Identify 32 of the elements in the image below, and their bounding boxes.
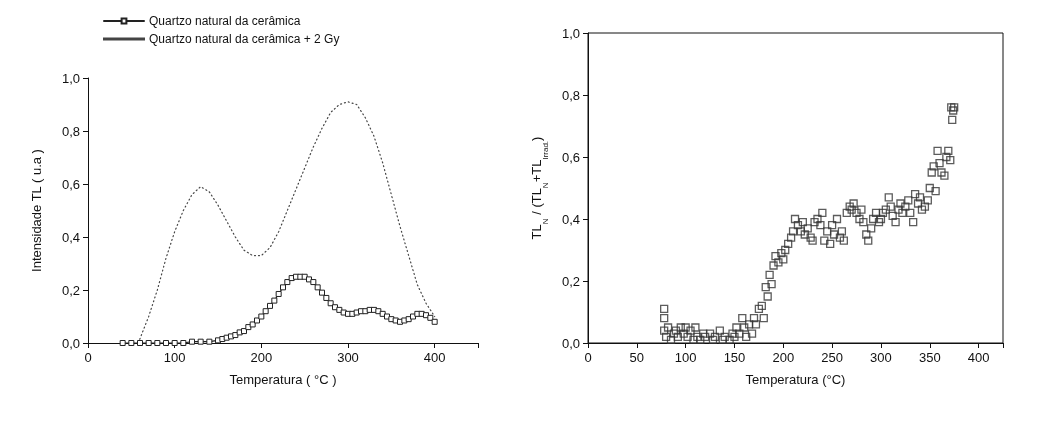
- y-tick-label: 0,2: [561, 273, 580, 289]
- x-tick-label: 50: [629, 350, 645, 365]
- y-tick-label: 0,0: [561, 335, 580, 351]
- y-tick-label: 0,0: [61, 335, 80, 351]
- x-tick-label: 0: [84, 350, 92, 365]
- y-tick-label: 0,8: [561, 87, 580, 103]
- y-tick-label: 1,0: [561, 25, 580, 41]
- x-tick-label: 100: [163, 350, 186, 365]
- y-tick-label: 0,6: [61, 176, 80, 192]
- x-axis-title: Temperatura (°C): [745, 372, 846, 387]
- x-tick-label: 0: [584, 350, 592, 365]
- y-tick-label: 0,6: [561, 149, 580, 165]
- y-tick-label: 0,4: [561, 211, 580, 227]
- y-tick-label: 0,2: [61, 282, 80, 298]
- x-tick-label: 300: [337, 350, 359, 365]
- y-tick-label: 1,0: [61, 70, 80, 86]
- x-tick-label: 200: [250, 350, 273, 365]
- legend-label: Quartzo natural da cerâmica + 2 Gy: [149, 32, 340, 46]
- x-tick-label: 100: [674, 350, 697, 365]
- x-axis-title: Temperatura ( °C ): [229, 372, 337, 387]
- x-tick-label: 400: [423, 350, 446, 365]
- y-axis-title: Intensidade TL ( u.a ): [29, 149, 44, 272]
- x-tick-label: 300: [870, 350, 892, 365]
- y-axis-title: TLN / (TLN+TLIrrad.): [529, 136, 550, 240]
- legend-label: Quartzo natural da cerâmica: [149, 14, 301, 28]
- x-tick-label: 350: [918, 350, 941, 365]
- y-tick-label: 0,8: [61, 123, 80, 139]
- x-tick-label: 200: [772, 350, 795, 365]
- x-tick-label: 400: [967, 350, 990, 365]
- x-tick-label: 150: [723, 350, 746, 365]
- x-tick-label: 250: [821, 350, 843, 365]
- y-tick-label: 0,4: [61, 229, 80, 245]
